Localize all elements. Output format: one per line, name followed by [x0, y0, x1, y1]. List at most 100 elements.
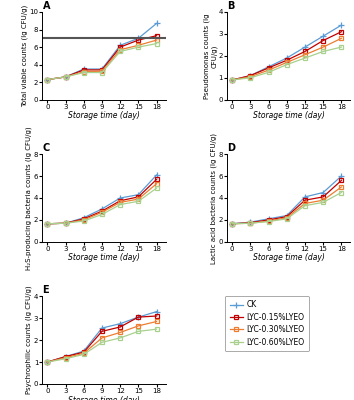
X-axis label: Storage time (day): Storage time (day) [253, 111, 325, 120]
LYC-0.30%LYEO [45, 77, 50, 82]
LYC-0.15%LYEO [303, 49, 307, 54]
LYC-0.60%LYEO [136, 45, 141, 50]
CK [285, 213, 289, 218]
CK [230, 78, 234, 82]
LYC-0.30%LYEO [82, 218, 86, 222]
Legend: CK, LYC-0.15%LYEO, LYC-0.30%LYEO, LYC-0.60%LYEO: CK, LYC-0.15%LYEO, LYC-0.30%LYEO, LYC-0.… [225, 296, 309, 351]
LYC-0.15%LYEO [63, 354, 68, 359]
LYC-0.30%LYEO [248, 74, 252, 79]
LYC-0.15%LYEO [136, 38, 141, 42]
CK [118, 321, 122, 326]
CK [321, 190, 325, 195]
Y-axis label: Pseudomonas counts (lg CFU/g): Pseudomonas counts (lg CFU/g) [203, 13, 217, 99]
LYC-0.30%LYEO [303, 52, 307, 57]
LYC-0.15%LYEO [45, 221, 50, 226]
LYC-0.30%LYEO [285, 60, 289, 65]
LYC-0.60%LYEO [63, 356, 68, 361]
LYC-0.60%LYEO [136, 199, 141, 204]
LYC-0.60%LYEO [136, 329, 141, 334]
X-axis label: Storage time (day): Storage time (day) [253, 254, 325, 262]
LYC-0.60%LYEO [154, 186, 159, 190]
LYC-0.15%LYEO [63, 74, 68, 79]
LYC-0.60%LYEO [154, 327, 159, 332]
Line: CK: CK [229, 173, 344, 226]
LYC-0.15%LYEO [285, 214, 289, 219]
CK [45, 77, 50, 82]
LYC-0.30%LYEO [154, 181, 159, 186]
LYC-0.30%LYEO [154, 38, 159, 42]
Line: LYC-0.60%LYEO: LYC-0.60%LYEO [230, 190, 344, 226]
Y-axis label: H₂S-producing bacteria counts (lg CFU/g): H₂S-producing bacteria counts (lg CFU/g) [26, 126, 33, 270]
LYC-0.15%LYEO [154, 314, 159, 318]
LYC-0.60%LYEO [63, 74, 68, 79]
LYC-0.60%LYEO [100, 70, 104, 75]
LYC-0.15%LYEO [321, 194, 325, 199]
LYC-0.60%LYEO [267, 70, 271, 75]
LYC-0.30%LYEO [136, 324, 141, 328]
LYC-0.30%LYEO [285, 215, 289, 220]
Y-axis label: Psychrophilic counts (lg CFU/g): Psychrophilic counts (lg CFU/g) [26, 286, 33, 394]
LYC-0.15%LYEO [82, 216, 86, 221]
CK [63, 221, 68, 226]
LYC-0.30%LYEO [339, 185, 343, 190]
LYC-0.30%LYEO [136, 197, 141, 202]
LYC-0.60%LYEO [285, 62, 289, 67]
LYC-0.30%LYEO [321, 198, 325, 202]
LYC-0.15%LYEO [118, 198, 122, 203]
Y-axis label: Lactic acid bacteria counts (lg CFU/g): Lactic acid bacteria counts (lg CFU/g) [211, 132, 217, 264]
LYC-0.30%LYEO [82, 69, 86, 74]
CK [136, 315, 141, 320]
LYC-0.30%LYEO [321, 45, 325, 50]
LYC-0.15%LYEO [118, 324, 122, 329]
CK [45, 360, 50, 364]
LYC-0.60%LYEO [230, 78, 234, 82]
LYC-0.15%LYEO [136, 315, 141, 320]
LYC-0.60%LYEO [118, 336, 122, 340]
LYC-0.30%LYEO [45, 360, 50, 364]
LYC-0.15%LYEO [303, 198, 307, 202]
LYC-0.60%LYEO [303, 56, 307, 60]
Line: LYC-0.15%LYEO: LYC-0.15%LYEO [230, 29, 344, 82]
LYC-0.60%LYEO [339, 45, 343, 50]
LYC-0.60%LYEO [45, 221, 50, 226]
Line: CK: CK [45, 309, 159, 365]
CK [267, 216, 271, 221]
LYC-0.15%LYEO [230, 221, 234, 226]
LYC-0.60%LYEO [248, 221, 252, 226]
LYC-0.30%LYEO [118, 47, 122, 52]
LYC-0.15%LYEO [154, 177, 159, 182]
LYC-0.15%LYEO [248, 220, 252, 225]
CK [100, 67, 104, 72]
Line: LYC-0.60%LYEO: LYC-0.60%LYEO [45, 327, 159, 364]
Line: LYC-0.15%LYEO: LYC-0.15%LYEO [45, 314, 159, 364]
LYC-0.60%LYEO [45, 77, 50, 82]
Text: D: D [227, 143, 235, 153]
LYC-0.30%LYEO [303, 201, 307, 206]
Line: LYC-0.15%LYEO: LYC-0.15%LYEO [45, 33, 159, 82]
LYC-0.60%LYEO [154, 41, 159, 46]
LYC-0.30%LYEO [230, 78, 234, 82]
LYC-0.15%LYEO [248, 73, 252, 78]
LYC-0.15%LYEO [230, 78, 234, 82]
LYC-0.30%LYEO [100, 336, 104, 340]
LYC-0.60%LYEO [82, 352, 86, 357]
LYC-0.30%LYEO [100, 69, 104, 74]
LYC-0.15%LYEO [100, 329, 104, 334]
LYC-0.30%LYEO [267, 219, 271, 224]
Line: LYC-0.30%LYEO: LYC-0.30%LYEO [230, 36, 344, 82]
LYC-0.30%LYEO [100, 210, 104, 215]
LYC-0.60%LYEO [82, 70, 86, 75]
LYC-0.15%LYEO [267, 66, 271, 70]
LYC-0.30%LYEO [63, 355, 68, 360]
LYC-0.15%LYEO [339, 29, 343, 34]
CK [82, 215, 86, 220]
CK [303, 45, 307, 50]
Line: LYC-0.60%LYEO: LYC-0.60%LYEO [45, 186, 159, 226]
Text: C: C [42, 143, 50, 153]
LYC-0.15%LYEO [82, 350, 86, 354]
LYC-0.30%LYEO [230, 221, 234, 226]
Line: CK: CK [229, 22, 344, 83]
CK [118, 196, 122, 200]
Y-axis label: Total viable counts (lg CFU/g): Total viable counts (lg CFU/g) [22, 5, 28, 107]
Text: B: B [227, 1, 235, 11]
